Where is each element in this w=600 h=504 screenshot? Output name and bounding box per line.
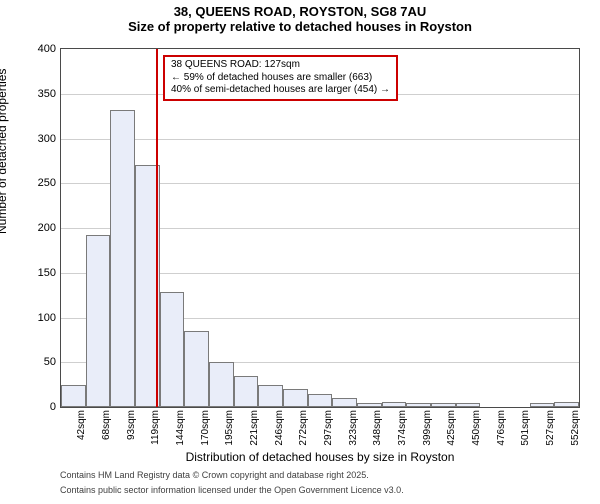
title-block: 38, QUEENS ROAD, ROYSTON, SG8 7AU Size o… [0, 4, 600, 34]
y-tick-label: 50 [26, 356, 56, 368]
x-tick-label: 297sqm [323, 410, 334, 446]
bar [456, 403, 481, 407]
callout-line-2: ← 59% of detached houses are smaller (66… [171, 72, 390, 85]
y-tick-label: 0 [26, 401, 56, 413]
x-tick-label: 399sqm [422, 410, 433, 446]
footer-line-1: Contains HM Land Registry data © Crown c… [0, 466, 600, 481]
bar [431, 403, 456, 407]
bar [86, 235, 111, 407]
x-tick-label: 501sqm [520, 410, 531, 446]
x-tick-label: 476sqm [496, 410, 507, 446]
y-axis-label: Number of detached properties [0, 69, 9, 234]
x-tick-label: 272sqm [298, 410, 309, 446]
y-tick-label: 400 [26, 43, 56, 55]
bar [61, 385, 86, 407]
title-line-2: Size of property relative to detached ho… [0, 19, 600, 34]
marker-vertical-line [156, 49, 158, 407]
bar [530, 403, 555, 407]
bar [554, 402, 579, 407]
callout-line-3: 40% of semi-detached houses are larger (… [171, 84, 390, 97]
x-axis-label: Distribution of detached houses by size … [60, 450, 580, 464]
callout-box: 38 QUEENS ROAD: 127sqm ← 59% of detached… [163, 55, 398, 101]
bar [209, 362, 234, 407]
bar [357, 403, 382, 407]
x-tick-label: 195sqm [224, 410, 235, 446]
x-tick-label: 348sqm [372, 410, 383, 446]
bar [184, 331, 209, 407]
bar [234, 376, 259, 407]
y-tick-label: 150 [26, 267, 56, 279]
bar [110, 110, 135, 407]
x-tick-label: 170sqm [200, 410, 211, 446]
title-line-1: 38, QUEENS ROAD, ROYSTON, SG8 7AU [0, 4, 600, 19]
bars-container [61, 49, 579, 407]
figure: 38, QUEENS ROAD, ROYSTON, SG8 7AU Size o… [0, 4, 600, 504]
x-tick-label: 374sqm [397, 410, 408, 446]
x-axis-label-wrap: Distribution of detached houses by size … [60, 448, 580, 464]
x-tick-label: 221sqm [249, 410, 260, 446]
y-tick-label: 250 [26, 177, 56, 189]
bar [160, 292, 185, 407]
footer-line-2: Contains public sector information licen… [0, 481, 600, 496]
y-tick-label: 200 [26, 222, 56, 234]
x-tick-label: 323sqm [348, 410, 359, 446]
x-tick-label: 68sqm [101, 410, 112, 440]
x-tick-label: 42sqm [76, 410, 87, 440]
bar [332, 398, 357, 407]
attribution: Contains HM Land Registry data © Crown c… [0, 466, 600, 497]
x-tick-label: 552sqm [570, 410, 581, 446]
x-ticks: 42sqm 68sqm 93sqm 119sqm 144sqm 170sqm 195sqm 2… [60, 410, 580, 450]
x-tick-label: 425sqm [446, 410, 457, 446]
plot-area: 38 QUEENS ROAD: 127sqm ← 59% of detached… [60, 48, 580, 408]
bar [308, 394, 333, 407]
y-tick-label: 100 [26, 312, 56, 324]
bar [283, 389, 308, 407]
x-tick-label: 119sqm [150, 410, 161, 445]
y-tick-label: 350 [26, 88, 56, 100]
bar [382, 402, 407, 407]
x-tick-label: 93sqm [126, 410, 137, 440]
bar [258, 385, 283, 407]
x-tick-label: 450sqm [471, 410, 482, 446]
bar [406, 403, 431, 407]
callout-line-1: 38 QUEENS ROAD: 127sqm [171, 59, 390, 72]
x-tick-label: 246sqm [274, 410, 285, 446]
x-tick-label: 527sqm [545, 410, 556, 446]
y-tick-label: 300 [26, 133, 56, 145]
x-tick-label: 144sqm [175, 410, 186, 446]
